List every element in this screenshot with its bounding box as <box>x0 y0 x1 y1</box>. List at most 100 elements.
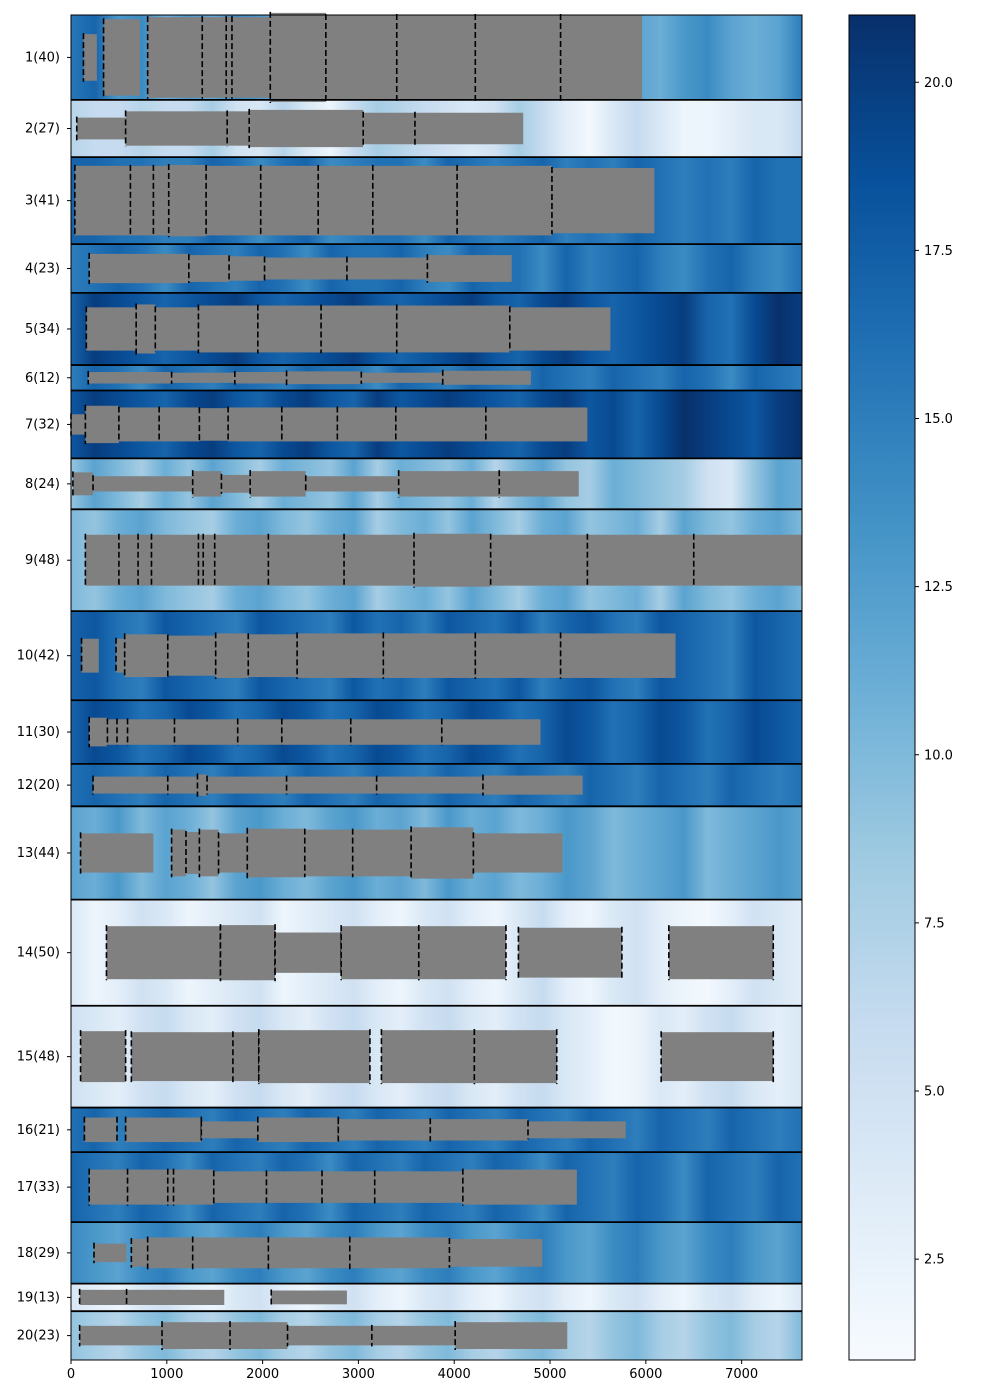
row-9-block-9 <box>344 534 414 586</box>
x-tick-label-6: 5000 <box>533 1367 566 1382</box>
row-11-block-8 <box>350 719 442 745</box>
row-2-block-3 <box>227 111 250 146</box>
row-14-block-4 <box>341 926 419 980</box>
row-9-block-2 <box>118 534 139 586</box>
row-13-block-5 <box>218 833 248 873</box>
row-12-block-6 <box>376 776 483 794</box>
row-11-block-3 <box>116 719 128 745</box>
row-10-block-9 <box>475 633 561 678</box>
row-17-block-2 <box>127 1169 168 1205</box>
row-17-block-4 <box>173 1169 214 1205</box>
row-12-block-3 <box>197 774 208 796</box>
row-10-block-7 <box>297 633 384 678</box>
row-5-block-2 <box>136 304 156 354</box>
colorbar-scale <box>848 14 916 1361</box>
row-5-block-8 <box>509 307 611 351</box>
row-1-block-5 <box>226 17 232 98</box>
row-10-block-6 <box>248 634 298 678</box>
row-16-block-3 <box>201 1121 258 1139</box>
row-4-block-4 <box>264 257 347 280</box>
row-5-block-3 <box>155 307 199 351</box>
row-11-block-9 <box>441 719 541 745</box>
row-6-block-3 <box>234 372 287 384</box>
row-8-block-5 <box>250 471 306 497</box>
row-8-block-2 <box>93 476 193 492</box>
x-tick-label-8: 7000 <box>725 1367 758 1382</box>
colorbar-tick-label-4: 10.0 <box>924 748 953 763</box>
row-12-block-4 <box>207 776 287 794</box>
row-17-block-9 <box>462 1169 577 1205</box>
row-3-block-4 <box>168 164 207 237</box>
row-labels: 1(40) 2(27) 3(41) 4(23) 5(34) 6(12) 7(32) 8(24)… <box>17 50 71 1344</box>
row-9-block-5 <box>198 534 204 586</box>
row-11-block-4 <box>127 719 175 745</box>
row-8-block-6 <box>305 476 399 492</box>
row-4-block-1 <box>89 253 189 284</box>
row-20-block-2 <box>162 1322 231 1350</box>
row-7-block-5 <box>199 408 229 441</box>
row-16-block-6 <box>430 1119 528 1141</box>
row-17-block-8 <box>374 1171 463 1203</box>
row-17-block-6 <box>266 1171 323 1203</box>
row-15-block-1 <box>80 1031 126 1083</box>
row-18-block-6 <box>349 1237 450 1269</box>
row-label-19: 19(13) <box>17 1290 60 1305</box>
x-tick-label-2: 1000 <box>150 1367 183 1382</box>
plot-frame <box>70 14 803 1361</box>
row-9-block-10 <box>413 533 491 587</box>
row-3-block-9 <box>457 165 552 236</box>
row-18-block-5 <box>268 1237 350 1269</box>
row-12-block-1 <box>93 776 168 794</box>
row-label-5: 5(34) <box>25 322 60 337</box>
row-9-block-7 <box>214 534 269 586</box>
x-tick-label-7: 6000 <box>629 1367 662 1382</box>
row-14-block-2 <box>220 925 276 981</box>
colorbar-tick-label-7: 17.5 <box>924 244 953 259</box>
row-7-block-8 <box>337 407 396 442</box>
row-6-block-2 <box>171 372 235 383</box>
row-15-block-7 <box>661 1032 774 1082</box>
row-label-16: 16(21) <box>17 1123 60 1138</box>
row-10-block-5 <box>215 633 249 678</box>
row-7-block-4 <box>159 407 200 442</box>
row-label-3: 3(41) <box>25 194 60 209</box>
row-12-block-5 <box>286 776 377 794</box>
row-9-block-1 <box>85 534 119 586</box>
row-13-block-7 <box>304 829 353 877</box>
row-1-block-1 <box>83 34 97 81</box>
row-13-block-9 <box>411 827 474 879</box>
row-13-block-10 <box>473 833 563 873</box>
row-4-block-5 <box>346 257 428 280</box>
row-5-block-4 <box>198 305 258 353</box>
row-8-block-7 <box>398 471 500 497</box>
row-7-block-2 <box>85 405 119 444</box>
row-label-9: 9(48) <box>25 553 60 568</box>
row-label-7: 7(32) <box>25 417 60 432</box>
row-1-block-2 <box>103 19 140 96</box>
row-1-block-11 <box>560 15 643 100</box>
row-12-block-2 <box>167 776 198 794</box>
colorbar-tick-label-3: 7.5 <box>924 916 945 931</box>
colorbar-tick-label-1: 2.5 <box>924 1253 945 1268</box>
row-label-4: 4(23) <box>25 262 60 277</box>
row-6-block-5 <box>361 372 443 383</box>
row-20-block-6 <box>455 1322 568 1350</box>
row-3-block-5 <box>206 165 261 236</box>
row-1-block-4 <box>202 17 227 98</box>
row-10-block-8 <box>383 633 476 678</box>
row-18-block-4 <box>192 1237 269 1269</box>
row-1-block-6 <box>231 17 271 98</box>
row-4-block-3 <box>229 256 265 281</box>
row-16-block-7 <box>527 1121 626 1139</box>
row-8-block-4 <box>221 474 251 493</box>
colorbar-tick-label-5: 12.5 <box>924 580 953 595</box>
row-20-block-1 <box>79 1325 163 1346</box>
row-7-block-9 <box>395 407 486 442</box>
row-label-14: 14(50) <box>17 946 60 961</box>
row-3-block-3 <box>153 165 169 236</box>
row-9-block-3 <box>138 534 152 586</box>
row-8-block-3 <box>192 471 222 497</box>
x-tick-label-1: 0 <box>67 1367 75 1382</box>
row-17-block-5 <box>213 1171 267 1203</box>
row-label-2: 2(27) <box>25 121 60 136</box>
